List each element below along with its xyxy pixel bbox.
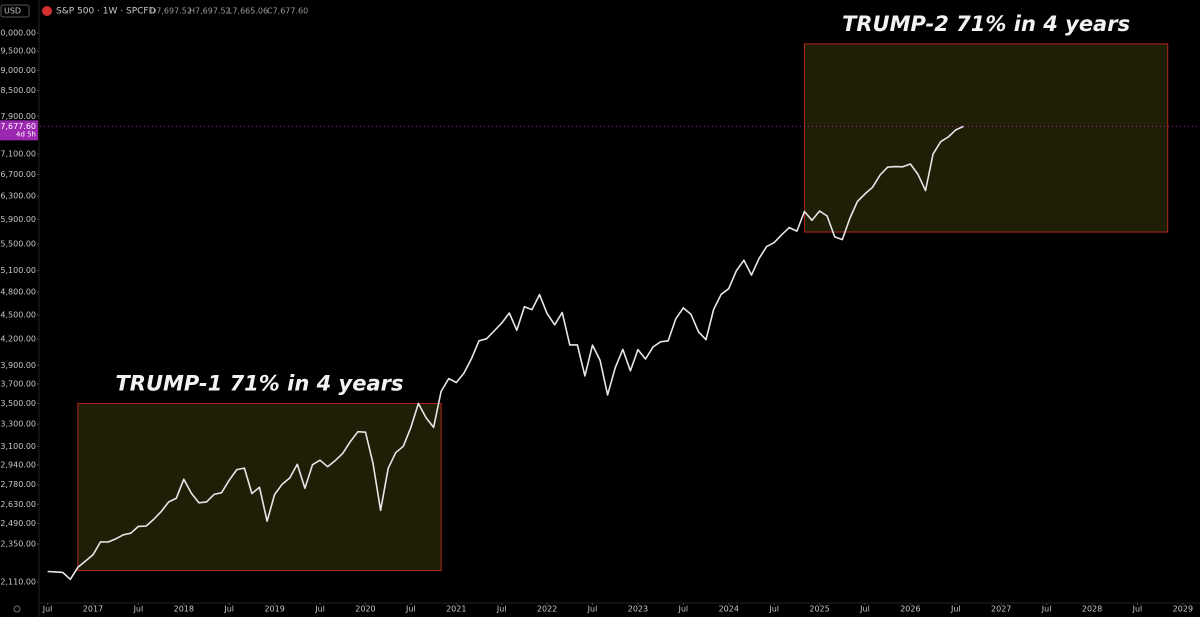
y-tick-label: 4,200.00 [0,335,36,344]
y-tick-label: 6,300.00 [0,192,36,201]
x-tick-label: 2023 [628,605,648,614]
x-tick-label: Jul [42,605,53,614]
x-tick-label: Jul [1132,605,1143,614]
ohlc-value: L7,665.06 [228,7,268,16]
y-tick-label: 3,300.00 [0,420,36,429]
x-tick-label: 2026 [900,605,920,614]
x-tick-label: Jul [1041,605,1052,614]
x-tick-label: 2018 [174,605,194,614]
y-tick-label: 2,490.00 [0,519,36,528]
y-tick-label: 9,500.00 [0,47,36,56]
ohlc-value: H7,697.52 [189,7,231,16]
x-tick-label: 2022 [537,605,557,614]
y-tick-label: 2,630.00 [0,500,36,509]
annotation: TRUMP-1 71% in 4 years [115,371,403,395]
ohlc-value: C7,677.60 [267,7,308,16]
y-tick-label: 5,500.00 [0,240,36,249]
symbol[interactable]: S&P 500 · 1W · SPCFD [56,7,156,17]
y-tick-label: 7,100.00 [0,149,36,158]
y-tick-label: 7,900.00 [0,112,36,121]
x-tick-label: 2025 [809,605,829,614]
price-label-box [0,120,38,141]
x-tick-label: Jul [405,605,416,614]
price-label: 7,677.60 [0,122,36,131]
x-tick-label: 2017 [83,605,103,614]
x-tick-label: Jul [950,605,961,614]
y-tick-label: 3,700.00 [0,379,36,388]
x-tick-label: 2020 [355,605,375,614]
x-tick-label: Jul [314,605,325,614]
x-tick-label: Jul [133,605,144,614]
x-tick-label: Jul [587,605,598,614]
y-tick-label: 2,110.00 [0,577,36,586]
x-tick-label: 2027 [991,605,1011,614]
x-tick-label: Jul [496,605,507,614]
y-tick-label: 6,700.00 [0,170,36,179]
y-tick-label: 3,900.00 [0,361,36,370]
x-tick-label: 2021 [446,605,466,614]
y-tick-label: 2,350.00 [0,539,36,548]
x-tick-label: Jul [223,605,234,614]
x-tick-label: 2029 [1173,605,1193,614]
x-tick-label: 2019 [264,605,284,614]
y-tick-label: 3,100.00 [0,442,36,451]
y-tick-label: 3,500.00 [0,399,36,408]
x-tick-label: Jul [859,605,870,614]
annotation: TRUMP-2 71% in 4 years [842,12,1130,36]
currency[interactable]: USD [4,7,21,16]
currency-box[interactable] [0,4,30,18]
price-countdown: 4d 5h [16,130,36,138]
x-tick-label: Jul [678,605,689,614]
x-tick-label: 2028 [1082,605,1102,614]
price-line [47,125,964,581]
x-tick-label: Jul [768,605,779,614]
y-tick-label: 4,800.00 [0,288,36,297]
symbol-icon [42,6,52,16]
y-tick-label: 2,940.00 [0,460,36,469]
ohlc-value: O7,697.52 [150,7,192,16]
y-tick-label: 8,500.00 [0,86,36,95]
y-tick-label: 2,780.00 [0,480,36,489]
settings-icon[interactable] [13,605,21,613]
y-tick-label: 9,000.00 [0,66,36,75]
range-box [803,43,1169,233]
x-tick-label: 2024 [719,605,739,614]
y-tick-label: 10,000.00 [0,29,36,38]
y-tick-label: 4,500.00 [0,310,36,319]
y-tick-label: 5,100.00 [0,266,36,275]
y-tick-label: 5,900.00 [0,215,36,224]
